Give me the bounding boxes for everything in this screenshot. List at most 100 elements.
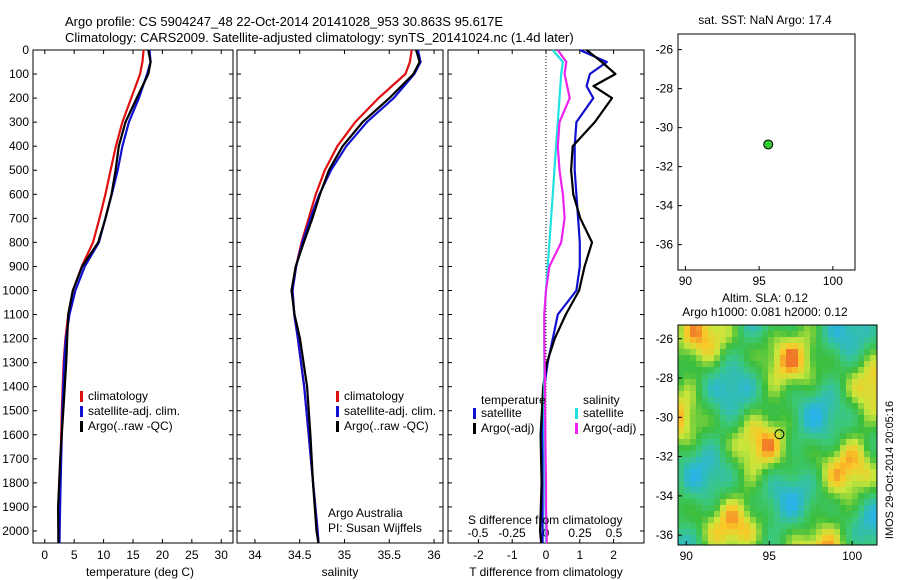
heatmap-cell	[684, 451, 690, 457]
heatmap-cell	[726, 421, 732, 427]
heatmap-cell	[762, 367, 768, 373]
heatmap-cell	[768, 325, 774, 331]
heatmap-cell	[774, 499, 780, 505]
heatmap-cell	[834, 343, 840, 349]
heatmap-cell	[714, 331, 720, 337]
heatmap-cell	[840, 439, 846, 445]
heatmap-cell	[696, 415, 702, 421]
heatmap-cell	[804, 397, 810, 403]
heatmap-cell	[726, 355, 732, 361]
heatmap-cell	[792, 325, 798, 331]
heatmap-cell	[768, 373, 774, 379]
heatmap-cell	[840, 523, 846, 529]
heatmap-cell	[846, 421, 852, 427]
heatmap-cell	[786, 439, 792, 445]
heatmap-cell	[726, 463, 732, 469]
heatmap-cell	[726, 439, 732, 445]
heatmap-cell	[834, 403, 840, 409]
heatmap-cell	[714, 373, 720, 379]
heatmap-cell	[870, 367, 876, 373]
heatmap-cell	[726, 511, 732, 517]
heatmap-cell	[810, 379, 816, 385]
heatmap-cell	[822, 379, 828, 385]
y-tick-label: -34	[656, 489, 674, 503]
heatmap-cell	[834, 451, 840, 457]
sla-title-line-1: Altim. SLA: 0.12	[722, 291, 808, 305]
heatmap-cell	[762, 379, 768, 385]
y-tick-label: 900	[9, 259, 29, 273]
heatmap-cell	[720, 451, 726, 457]
heatmap-cell	[720, 349, 726, 355]
heatmap-cell	[846, 475, 852, 481]
heatmap-cell	[858, 433, 864, 439]
heatmap-cell	[726, 367, 732, 373]
heatmap-cell	[786, 409, 792, 415]
heatmap-cell	[684, 523, 690, 529]
heatmap-cell	[756, 469, 762, 475]
heatmap-cell	[708, 391, 714, 397]
heatmap-cell	[738, 493, 744, 499]
heatmap-cell	[780, 463, 786, 469]
heatmap-cell	[792, 457, 798, 463]
heatmap-cell	[702, 349, 708, 355]
heatmap-cell	[768, 535, 774, 541]
heatmap-cell	[690, 481, 696, 487]
heatmap-cell	[678, 463, 684, 469]
heatmap-cell	[780, 499, 786, 505]
heatmap-cell	[828, 433, 834, 439]
heatmap-cell	[738, 445, 744, 451]
heatmap-cell	[720, 397, 726, 403]
heatmap-cell	[702, 421, 708, 427]
heatmap-cell	[726, 523, 732, 529]
heatmap-cell	[702, 481, 708, 487]
heatmap-cell	[702, 337, 708, 343]
heatmap-cell	[852, 493, 858, 499]
heatmap-cell	[720, 415, 726, 421]
heatmap-cell	[870, 427, 876, 433]
heatmap-cell	[870, 397, 876, 403]
heatmap-cell	[732, 481, 738, 487]
map-frame	[677, 324, 878, 546]
heatmap-cell	[864, 457, 870, 463]
heatmap-cell	[696, 391, 702, 397]
heatmap-cell	[744, 535, 750, 541]
heatmap-cell	[834, 361, 840, 367]
temperature-panel: 0 5 10 15 20 25 300100200300400500600700800900…	[2, 43, 234, 562]
heatmap-cell	[720, 409, 726, 415]
heatmap-cell	[732, 379, 738, 385]
heatmap-cell	[720, 481, 726, 487]
heatmap-cell	[858, 349, 864, 355]
heatmap-cell	[720, 523, 726, 529]
heatmap-cell	[720, 433, 726, 439]
heatmap-cell	[780, 517, 786, 523]
heatmap-cell	[786, 499, 792, 505]
heatmap-cell	[792, 391, 798, 397]
heatmap-cell	[798, 403, 804, 409]
heatmap-cell	[798, 469, 804, 475]
heatmap-cell	[714, 427, 720, 433]
heatmap-cell	[864, 415, 870, 421]
heatmap-cell	[822, 463, 828, 469]
heatmap-cell	[864, 439, 870, 445]
heatmap-cell	[756, 487, 762, 493]
heatmap-cell	[726, 487, 732, 493]
heatmap-cell	[696, 457, 702, 463]
heatmap-cell	[864, 535, 870, 541]
heatmap-cell	[726, 337, 732, 343]
heatmap-cell	[864, 445, 870, 451]
heatmap-cell	[678, 331, 684, 337]
heatmap-cell	[696, 541, 702, 545]
heatmap-cell	[744, 397, 750, 403]
y-tick-label: 0	[22, 43, 29, 57]
heatmap-cell	[750, 511, 756, 517]
heatmap-cell	[732, 397, 738, 403]
heatmap-cell	[786, 349, 792, 355]
heatmap-cell	[726, 541, 732, 545]
heatmap-cell	[732, 373, 738, 379]
heatmap-cell	[864, 487, 870, 493]
heatmap-cell	[696, 361, 702, 367]
heatmap-cell	[798, 361, 804, 367]
heatmap-cell	[714, 541, 720, 545]
heatmap-cell	[774, 397, 780, 403]
series-line-2	[290, 49, 421, 544]
